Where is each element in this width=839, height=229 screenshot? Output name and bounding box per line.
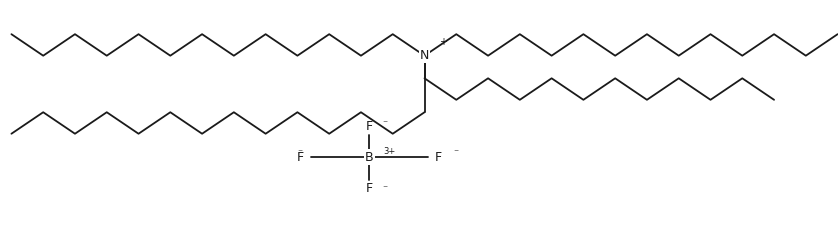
Text: ⁻: ⁻ bbox=[383, 185, 388, 195]
Text: N: N bbox=[420, 49, 430, 62]
Text: ⁻: ⁻ bbox=[453, 148, 458, 158]
Text: F: F bbox=[366, 120, 373, 133]
Text: ⁻: ⁻ bbox=[297, 148, 302, 158]
Text: F: F bbox=[435, 151, 441, 164]
Text: B: B bbox=[365, 151, 373, 164]
Text: F: F bbox=[297, 151, 304, 164]
Text: F: F bbox=[366, 182, 373, 195]
Text: ⁻: ⁻ bbox=[383, 120, 388, 130]
Text: +: + bbox=[439, 37, 446, 47]
Text: 3+: 3+ bbox=[383, 147, 396, 156]
